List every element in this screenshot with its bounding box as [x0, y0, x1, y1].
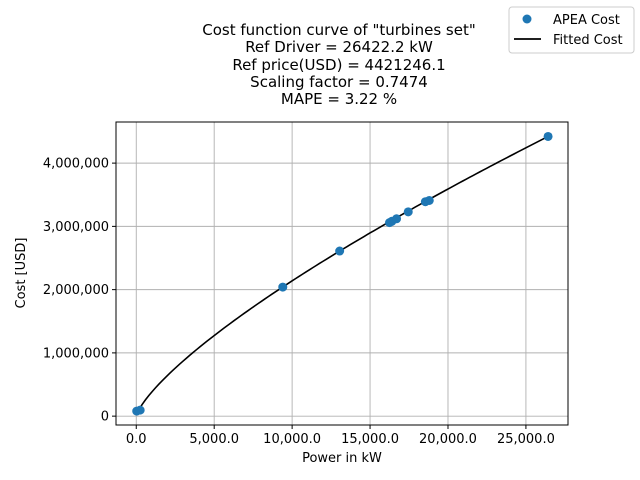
plot-frame: [115, 121, 569, 426]
y-axis-label: Cost [USD]: [14, 238, 29, 309]
x-axis-label: Power in kW: [302, 451, 382, 466]
y-tick-label: 3,000,000: [43, 220, 109, 235]
title-line-5: MAPE = 3.22 %: [281, 90, 397, 108]
title-line-3: Ref price(USD) = 4421246.1: [232, 56, 445, 74]
apea-cost-point: [403, 207, 413, 217]
apea-cost-point: [135, 405, 145, 415]
apea-cost-point: [543, 131, 553, 141]
x-tick-label: 25,000.0: [497, 432, 555, 447]
legend-marker-apea-cost: [522, 14, 532, 24]
legend-label-fitted-cost: Fitted Cost: [553, 33, 623, 48]
x-tick-label: 0.0: [126, 432, 147, 447]
x-tick-label: 15,000.0: [341, 432, 399, 447]
apea-cost-point: [424, 195, 434, 205]
legend-label-apea-cost: APEA Cost: [553, 13, 620, 28]
chart-title: Cost function curve of "turbines set" Re…: [202, 21, 475, 108]
x-axis: 0.0 5,000.0 10,000.0 15,000.0 20,000.0 25,000…: [126, 425, 555, 447]
title-line-2: Ref Driver = 26422.2 kW: [245, 38, 433, 56]
y-tick-label: 4,000,000: [43, 157, 109, 172]
title-line-1: Cost function curve of "turbines set": [202, 21, 475, 39]
x-tick-label: 10,000.0: [263, 432, 321, 447]
apea-cost-point: [335, 246, 345, 256]
y-tick-label: 1,000,000: [43, 346, 109, 361]
x-tick-label: 5,000.0: [189, 432, 239, 447]
legend: APEA Cost Fitted Cost: [508, 6, 635, 54]
apea-cost-point: [392, 214, 402, 224]
x-tick-label: 20,000.0: [419, 432, 477, 447]
apea-cost-point: [278, 282, 288, 292]
grid: [116, 122, 568, 425]
fitted-cost-line-layer: [137, 135, 549, 411]
y-tick-label: 0: [101, 410, 109, 425]
title-line-4: Scaling factor = 0.7474: [250, 73, 428, 91]
fitted-cost-line: [137, 135, 549, 411]
y-tick-label: 2,000,000: [43, 283, 109, 298]
apea-cost-points: [132, 131, 553, 416]
legend-box: [508, 6, 635, 54]
y-axis: 0 1,000,000 2,000,000 3,000,000 4,000,000: [43, 157, 116, 425]
